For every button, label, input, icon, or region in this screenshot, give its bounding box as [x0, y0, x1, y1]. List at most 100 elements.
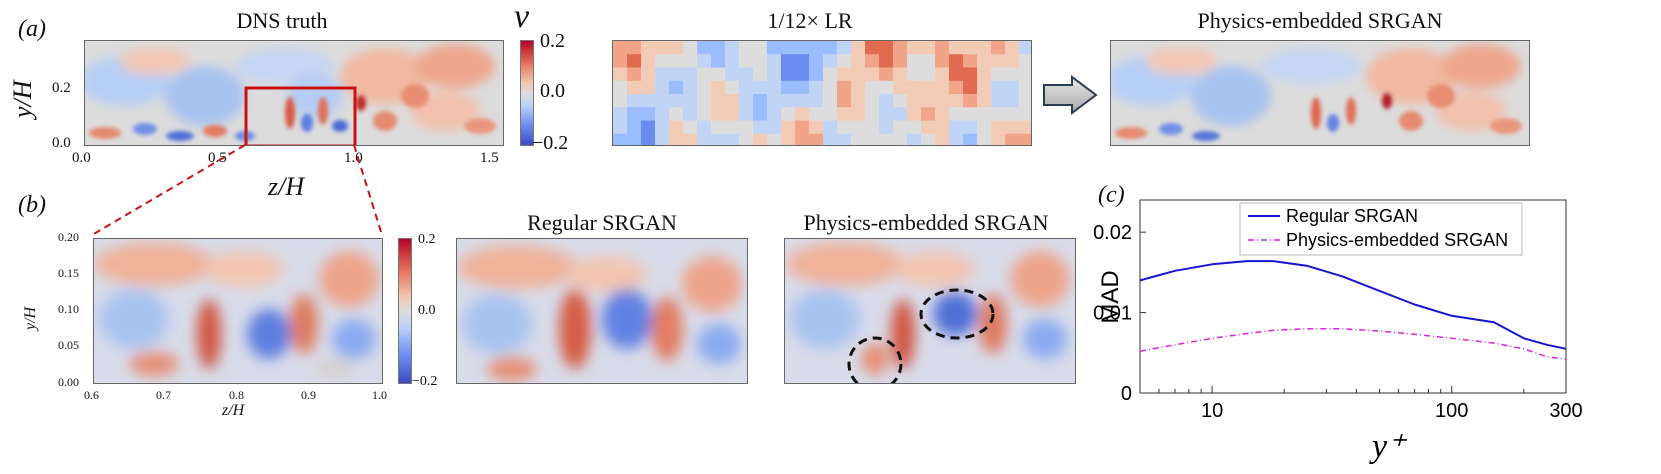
lr-cell	[795, 133, 810, 145]
lr-cell	[893, 133, 908, 145]
lr-cell	[907, 133, 922, 145]
lr-cell	[823, 41, 838, 55]
lr-cell	[963, 107, 978, 121]
panel-b-cbar-tick-top: 0.2	[418, 232, 436, 247]
lr-cell	[851, 67, 866, 82]
panel-b-x-tick-1.0: 1.0	[372, 388, 387, 402]
lr-cell	[753, 133, 768, 145]
lr-cell	[865, 133, 880, 145]
lr-cell	[781, 80, 796, 95]
lr-cell	[1019, 107, 1031, 121]
lr-cell	[795, 94, 810, 108]
panel-a-cbar-tick-bottom: −0.2	[532, 132, 569, 154]
mad-line-chart: 0 0.01 0.02 10 100 300 Regular SRGAN Physics…	[1093, 199, 1583, 465]
panel-a-cbar-tick-mid: 0.0	[540, 80, 565, 102]
lr-cell	[613, 54, 628, 68]
panel-b-x-tick-0.6: 0.6	[84, 388, 99, 402]
lr-cell	[1019, 94, 1031, 108]
lr-cell	[725, 94, 740, 108]
highlight-circle-small	[847, 336, 903, 383]
lr-cell	[641, 107, 656, 121]
lr-cell	[697, 67, 712, 82]
panel-label-a: (a)	[18, 16, 46, 42]
lr-cell	[935, 41, 950, 55]
lr-cell	[949, 80, 964, 95]
lr-cell	[655, 80, 670, 95]
lr-cell	[739, 94, 754, 108]
lr-cell	[697, 133, 712, 145]
panel-label-b: (b)	[18, 192, 46, 218]
legend-label-regular: Regular SRGAN	[1286, 206, 1418, 226]
panel-b-x-tick-0.8: 0.8	[229, 388, 244, 402]
panel-a-x-tick-0.0: 0.0	[72, 150, 91, 166]
lr-cell	[949, 54, 964, 68]
lr-cell	[697, 80, 712, 95]
lr-cell	[809, 107, 824, 121]
lr-cell	[837, 107, 852, 121]
lr-cell	[1005, 120, 1020, 135]
lr-cell	[711, 80, 726, 95]
panel-b-x-tick-0.7: 0.7	[156, 388, 171, 402]
lr-cell	[809, 94, 824, 108]
lr-cell	[893, 94, 908, 108]
lr-cell	[837, 133, 852, 145]
panel-b-y-tick-0.00: 0.00	[58, 375, 79, 389]
zoom-connector-lines	[91, 144, 383, 236]
lr-cell	[893, 107, 908, 121]
lr-cell	[851, 41, 866, 55]
lr-cell	[977, 41, 992, 55]
lr-cell	[1005, 80, 1020, 95]
lr-cell	[991, 41, 1006, 55]
lr-cell	[921, 133, 936, 145]
lr-cell	[669, 94, 684, 108]
lr-cell	[753, 54, 768, 68]
lr-cell	[949, 133, 964, 145]
lr-cell	[613, 41, 628, 55]
lr-cell	[823, 80, 838, 95]
lr-cell	[823, 54, 838, 68]
lr-cell	[851, 94, 866, 108]
lr-cell	[725, 67, 740, 82]
lr-cell	[879, 107, 894, 121]
lr-cell	[809, 120, 824, 135]
lr-cell	[935, 120, 950, 135]
chart-plot-frame	[1139, 199, 1567, 394]
lr-cell	[921, 94, 936, 108]
lr-cell	[851, 80, 866, 95]
lr-cell	[1019, 80, 1031, 95]
lr-cell	[921, 80, 936, 95]
lr-cell	[641, 67, 656, 82]
regular-srgan-field	[457, 239, 747, 383]
lr-cell	[795, 120, 810, 135]
physics-a-heatmap	[1110, 40, 1530, 146]
lr-cell	[781, 94, 796, 108]
lr-cell	[613, 80, 628, 95]
lr-cell	[711, 94, 726, 108]
lr-cell	[851, 120, 866, 135]
lr-cell	[795, 41, 810, 55]
lr-cell	[851, 54, 866, 68]
zoom-region-box	[244, 86, 357, 145]
lr-cell	[683, 133, 698, 145]
panel-b-y-tick-0.15: 0.15	[58, 266, 79, 280]
lr-cell	[991, 133, 1006, 145]
panel-a-y-axis-label: y/H	[8, 80, 37, 118]
series-line-physics-srgan	[1139, 327, 1567, 360]
lr-cell	[977, 54, 992, 68]
lr-cell	[879, 80, 894, 95]
lr-cell	[837, 41, 852, 55]
lr-cell	[739, 54, 754, 68]
panel-a-y-tick-0.0: 0.0	[52, 135, 71, 151]
lr-cell	[921, 120, 936, 135]
lr-cell	[725, 107, 740, 121]
lr-cell	[837, 54, 852, 68]
physics-a-title: Physics-embedded SRGAN	[1197, 8, 1443, 33]
lr-cell	[613, 107, 628, 121]
dns-truth-field	[85, 41, 503, 145]
lr-cell	[949, 107, 964, 121]
lr-cell	[991, 107, 1006, 121]
lr-cell	[851, 107, 866, 121]
lr-cell	[865, 107, 880, 121]
lr-cell	[963, 120, 978, 135]
lr-cell	[627, 41, 642, 55]
